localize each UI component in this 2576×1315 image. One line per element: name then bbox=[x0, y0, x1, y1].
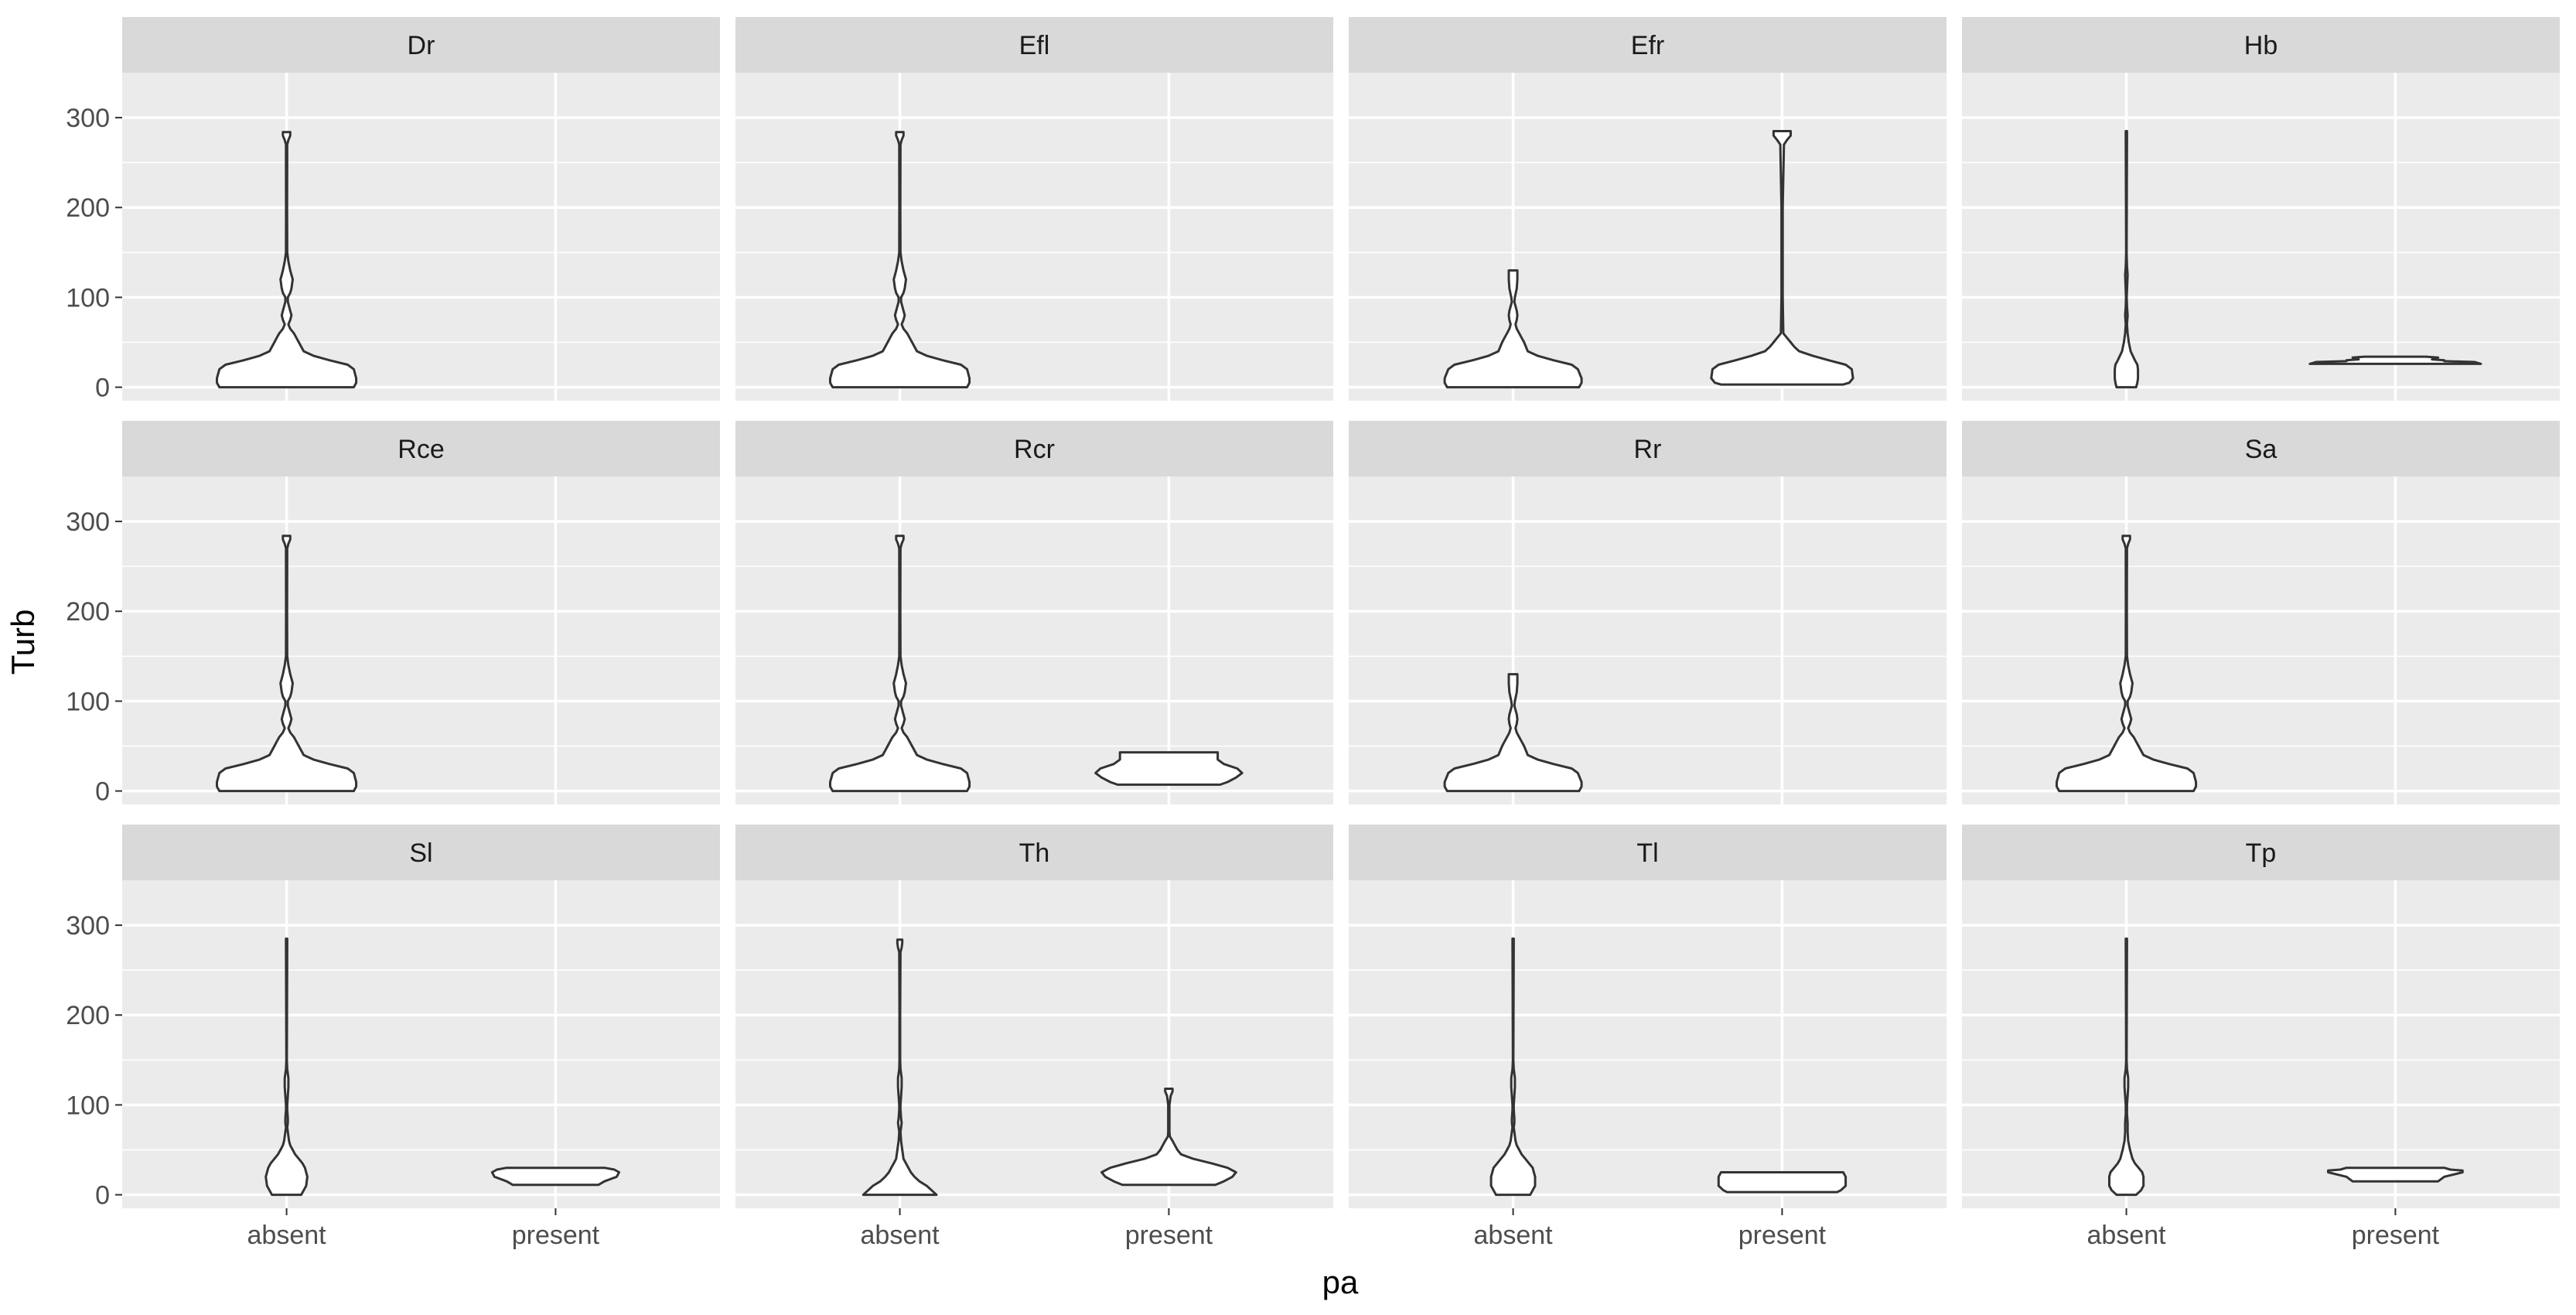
y-tick-label: 0 bbox=[95, 374, 110, 403]
facet-sl: Sl 0 100 200 300 absent present bbox=[66, 825, 720, 1250]
facet-strip-label: Hb bbox=[2244, 31, 2277, 60]
y-tick-label: 0 bbox=[95, 777, 110, 807]
y-axis-title: Turb bbox=[5, 610, 41, 675]
y-tick-label: 100 bbox=[66, 1091, 110, 1120]
facet-sa: Sa bbox=[1962, 421, 2560, 804]
y-tick-label: 100 bbox=[66, 283, 110, 313]
violin-absent bbox=[2114, 130, 2140, 389]
violin-present bbox=[1717, 1171, 1848, 1194]
facet-strip-label: Tl bbox=[1636, 839, 1658, 868]
y-tick-label: 0 bbox=[95, 1181, 110, 1211]
panel-background bbox=[1962, 476, 2560, 804]
violin-absent bbox=[2108, 938, 2145, 1197]
x-tick-label: present bbox=[2352, 1221, 2440, 1250]
facet-strip bbox=[1962, 825, 2560, 880]
panel-background bbox=[735, 880, 1333, 1208]
x-tick-label: present bbox=[512, 1221, 600, 1250]
panel-background bbox=[735, 476, 1333, 804]
violin-present bbox=[2327, 1166, 2464, 1183]
facet-strip-label: Th bbox=[1019, 839, 1050, 868]
y-tick-label: 300 bbox=[66, 911, 110, 941]
facet-rce: Rce 0 100 200 300 bbox=[66, 421, 720, 807]
facet-strip-label: Dr bbox=[408, 31, 435, 60]
facet-rr: Rr bbox=[1349, 421, 1947, 804]
facet-strip bbox=[1349, 421, 1947, 476]
facet-strip bbox=[1962, 17, 2560, 73]
violin-present bbox=[1100, 1088, 1237, 1187]
x-tick-label: absent bbox=[2087, 1221, 2167, 1250]
x-tick-label: present bbox=[1125, 1221, 1213, 1250]
facet-strip-label: Sa bbox=[2245, 435, 2277, 464]
violin-absent bbox=[216, 535, 358, 793]
facet-efr: Efr bbox=[1349, 17, 1947, 401]
facet-panels: Dr 0 100 200 300 Efl Efr Hb Rce 0 100 200 300 Rcr Rr Sa… bbox=[66, 17, 2560, 1250]
panel-background bbox=[1349, 73, 1947, 401]
violin-absent bbox=[862, 938, 938, 1197]
panel-background bbox=[1962, 880, 2560, 1208]
facet-strip bbox=[735, 421, 1333, 476]
facet-strip-label: Efl bbox=[1019, 31, 1050, 60]
facet-strip-label: Sl bbox=[409, 839, 432, 868]
violin-absent bbox=[1489, 938, 1537, 1197]
facet-strip-label: Tp bbox=[2246, 839, 2277, 868]
x-tick-label: absent bbox=[1474, 1221, 1554, 1250]
panel-background bbox=[122, 476, 720, 804]
facet-tl: Tl absent present bbox=[1349, 825, 1947, 1250]
facet-strip bbox=[1349, 825, 1947, 880]
x-tick-label: absent bbox=[861, 1221, 940, 1250]
facet-dr: Dr 0 100 200 300 bbox=[66, 17, 720, 403]
facet-strip-label: Rr bbox=[1634, 435, 1662, 464]
x-tick-label: absent bbox=[247, 1221, 327, 1250]
panel-background bbox=[735, 73, 1333, 401]
violin-absent bbox=[264, 938, 309, 1197]
facet-efl: Efl bbox=[735, 17, 1333, 401]
facet-th: Th absent present bbox=[735, 825, 1333, 1250]
y-tick-label: 200 bbox=[66, 597, 110, 627]
facet-strip bbox=[735, 17, 1333, 73]
violin-absent bbox=[829, 535, 971, 793]
panel-background bbox=[1349, 476, 1947, 804]
violin-absent bbox=[1443, 673, 1583, 793]
violin-present bbox=[1094, 751, 1244, 786]
y-tick-label: 200 bbox=[66, 1001, 110, 1030]
y-tick-label: 300 bbox=[66, 507, 110, 537]
facet-strip-label: Efr bbox=[1631, 31, 1664, 60]
facet-strip bbox=[1349, 17, 1947, 73]
facet-strip-label: Rce bbox=[397, 435, 444, 464]
violin-absent bbox=[829, 131, 971, 389]
panel-background bbox=[1349, 880, 1947, 1208]
violin-absent bbox=[216, 131, 358, 389]
x-tick-label: present bbox=[1738, 1221, 1827, 1250]
x-axis-title: pa bbox=[1322, 1264, 1359, 1300]
y-tick-label: 300 bbox=[66, 104, 110, 133]
facet-rcr: Rcr bbox=[735, 421, 1333, 804]
y-tick-label: 100 bbox=[66, 687, 110, 716]
facet-strip-label: Rcr bbox=[1014, 435, 1055, 464]
violin-present bbox=[2308, 355, 2482, 365]
facet-strip bbox=[1962, 421, 2560, 476]
violin-absent bbox=[2056, 535, 2198, 793]
violin-absent bbox=[1443, 269, 1583, 389]
panel-background bbox=[122, 73, 720, 401]
violin-present bbox=[1710, 130, 1854, 386]
violin-present bbox=[490, 1166, 621, 1187]
facet-strip bbox=[735, 825, 1333, 880]
facet-strip bbox=[122, 421, 720, 476]
panel-background bbox=[1962, 73, 2560, 401]
y-tick-label: 200 bbox=[66, 193, 110, 223]
facet-tp: Tp absent present bbox=[1962, 825, 2560, 1250]
panel-background bbox=[122, 880, 720, 1208]
facet-strip bbox=[122, 825, 720, 880]
facet-hb: Hb bbox=[1962, 17, 2560, 401]
facet-strip bbox=[122, 17, 720, 73]
